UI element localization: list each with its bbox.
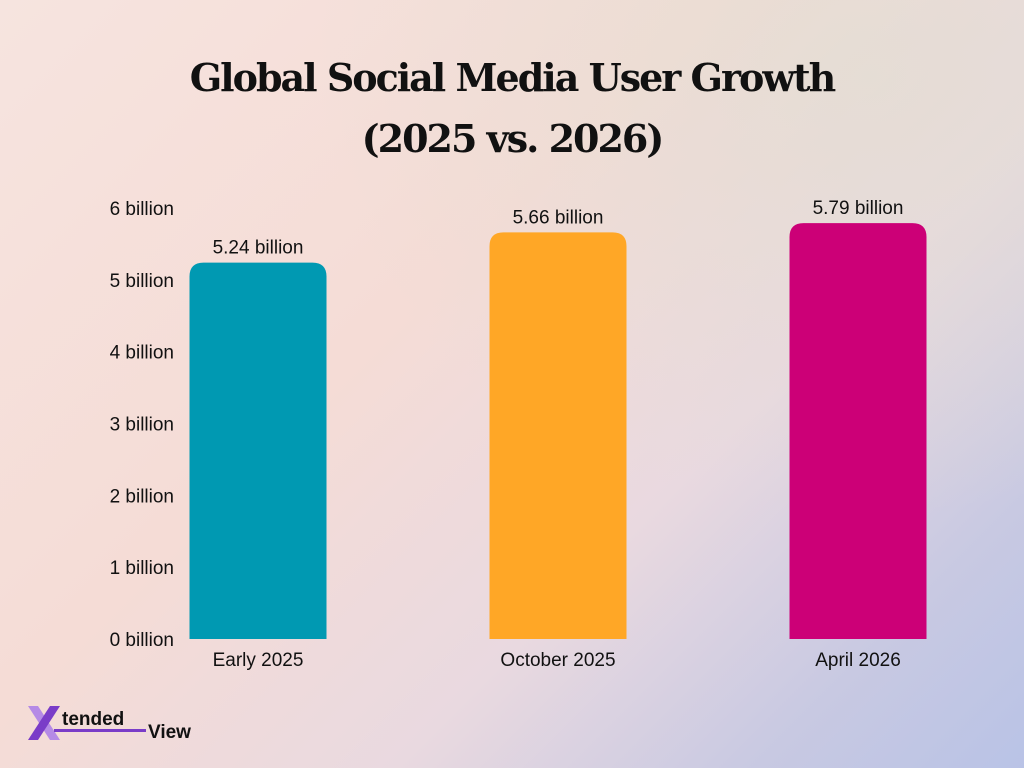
bar-value-label: 5.24 billion <box>213 238 304 259</box>
x-logo-mark-icon <box>28 706 60 740</box>
x-category-label: Early 2025 <box>213 650 304 671</box>
y-tick-label: 0 billion <box>110 630 174 651</box>
x-category-label: April 2026 <box>815 650 901 671</box>
y-tick-label: 2 billion <box>110 486 174 507</box>
bar-3 <box>789 223 927 639</box>
chart-title: Global Social Media User Growth <box>189 55 837 100</box>
y-tick-label: 4 billion <box>110 343 174 364</box>
xtendedview-logo: tended View <box>28 706 191 743</box>
bar-1 <box>189 262 327 639</box>
bar-value-label: 5.66 billion <box>513 207 604 228</box>
y-tick-label: 1 billion <box>110 558 174 579</box>
x-category-label: October 2025 <box>500 650 615 671</box>
y-tick-label: 6 billion <box>110 199 174 220</box>
y-tick-label: 5 billion <box>110 271 174 292</box>
logo-text-tended: tended <box>62 709 124 730</box>
chart-subtitle: (2025 vs. 2026) <box>361 116 665 161</box>
logo-underline <box>54 729 146 732</box>
y-tick-label: 3 billion <box>110 415 174 436</box>
bar-2 <box>489 232 627 639</box>
bar-value-label: 5.79 billion <box>813 198 904 219</box>
logo-text-view: View <box>148 722 191 743</box>
